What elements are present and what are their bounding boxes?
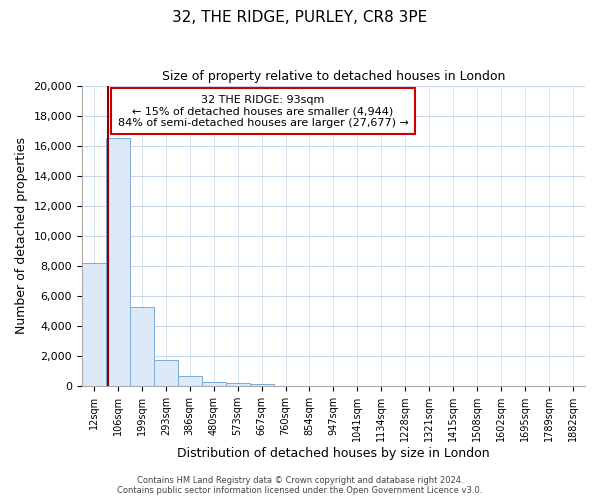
- Text: 32 THE RIDGE: 93sqm
← 15% of detached houses are smaller (4,944)
84% of semi-det: 32 THE RIDGE: 93sqm ← 15% of detached ho…: [118, 94, 409, 128]
- Bar: [250, 384, 274, 386]
- Bar: [202, 382, 226, 386]
- Bar: [106, 138, 130, 386]
- Title: Size of property relative to detached houses in London: Size of property relative to detached ho…: [162, 70, 505, 83]
- Bar: [226, 383, 250, 386]
- Bar: [130, 306, 154, 386]
- Bar: [82, 263, 106, 386]
- Y-axis label: Number of detached properties: Number of detached properties: [15, 138, 28, 334]
- Text: 32, THE RIDGE, PURLEY, CR8 3PE: 32, THE RIDGE, PURLEY, CR8 3PE: [172, 10, 428, 25]
- X-axis label: Distribution of detached houses by size in London: Distribution of detached houses by size …: [177, 447, 490, 460]
- Bar: [154, 360, 178, 386]
- Text: Contains HM Land Registry data © Crown copyright and database right 2024.
Contai: Contains HM Land Registry data © Crown c…: [118, 476, 482, 495]
- Bar: [178, 376, 202, 386]
